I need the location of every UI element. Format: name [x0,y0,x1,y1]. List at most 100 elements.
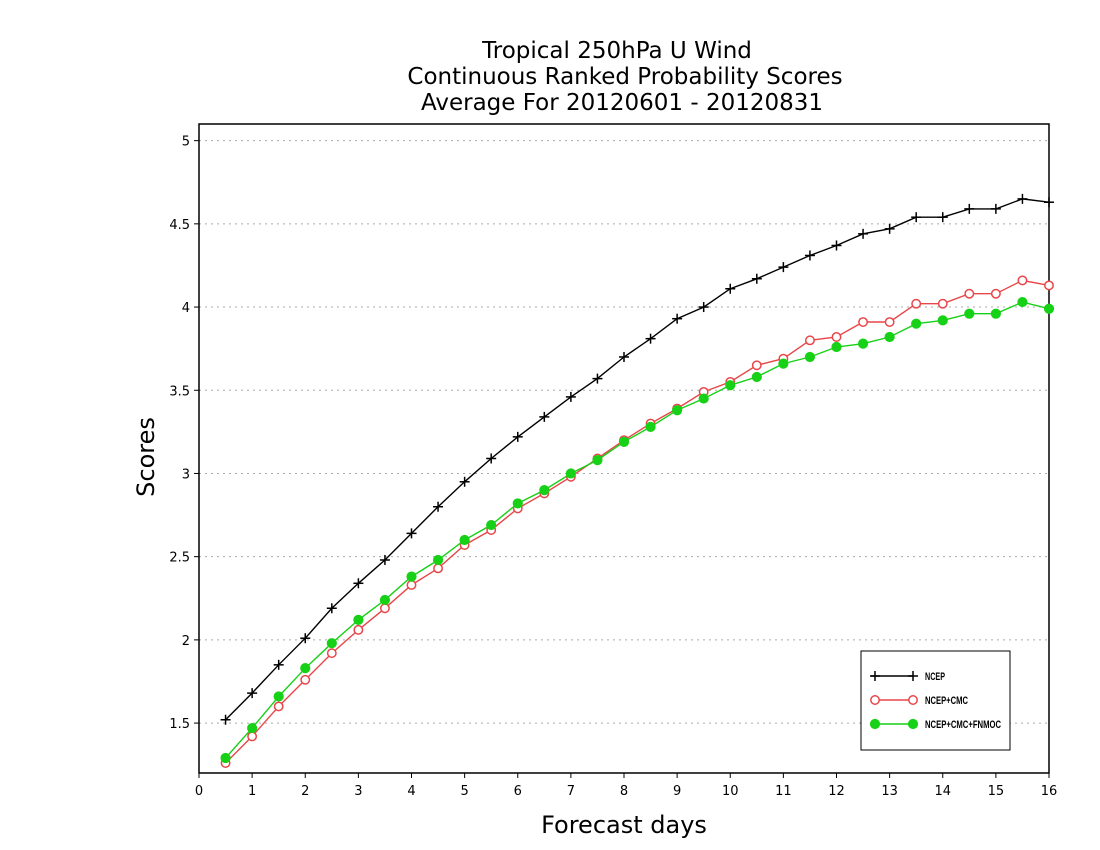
data-point-ncep [1044,197,1054,208]
chart-title-line-3: Average For 20120601 - 20120831 [421,90,823,116]
data-point-ncep [273,659,284,670]
data-point-ncep-cmc-fnmoc [645,421,656,432]
x-tick-label: 11 [775,784,792,799]
data-point-ncep [751,273,762,284]
data-point-ncep [698,302,709,313]
data-point-ncep-cmc-fnmoc [247,722,258,734]
data-point-ncep-cmc-fnmoc [300,663,311,674]
x-tick-label: 9 [673,784,681,799]
y-tick-label: 5 [182,135,190,150]
y-tick-label: 4 [182,301,190,316]
data-point-ncep-cmc [247,731,258,742]
data-point-ncep [911,212,922,223]
legend-marker [870,695,880,705]
data-point-ncep [858,228,869,239]
data-point-ncep-cmc-fnmoc [220,752,231,764]
data-point-ncep-cmc [1017,275,1028,286]
x-tick-label: 7 [567,784,575,799]
x-tick-label: 14 [934,784,951,799]
data-point-ncep [990,203,1001,214]
data-point-ncep [565,391,576,402]
data-point-ncep-cmc [326,648,337,659]
x-tick-label: 10 [722,784,739,799]
x-tick-label: 3 [354,784,362,799]
series-ncep-cmc-fnmoc [220,296,1055,764]
data-point-ncep-cmc-fnmoc [778,358,789,369]
x-tick-label: 0 [195,784,203,799]
data-point-ncep-cmc-fnmoc [273,691,284,702]
data-point-ncep-cmc [884,317,895,327]
data-point-ncep [486,453,497,464]
data-point-ncep-cmc-fnmoc [592,455,603,466]
data-point-ncep [778,262,789,273]
x-tick-label: 16 [1041,784,1058,799]
x-tick-label: 13 [881,784,898,799]
legend-marker [908,695,918,705]
legend-items: NCEP NCEP+CMC NCEP+CMC+FNMOC [869,671,1001,731]
data-point-ncep-cmc-fnmoc [432,554,444,566]
data-point-ncep [964,203,975,214]
data-point-ncep-cmc-fnmoc [884,331,895,343]
data-point-ncep-cmc [273,701,284,712]
data-point-ncep-cmc [300,674,311,685]
data-point-ncep-cmc [433,563,444,574]
y-tick-label: 2 [182,634,190,649]
data-point-ncep [937,212,948,223]
data-point-ncep-cmc-fnmoc [486,519,497,531]
data-point-ncep-cmc [990,288,1001,299]
data-point-ncep [725,283,736,294]
y-tick-label: 1.5 [169,717,190,732]
data-point-ncep-cmc [831,332,842,342]
data-point-ncep [1017,193,1028,204]
data-point-ncep-cmc-fnmoc [831,341,842,353]
legend-label: NCEP+CMC+FNMOC [925,719,1001,731]
series-layer [220,193,1055,768]
data-point-ncep-cmc-fnmoc [1017,296,1028,308]
data-point-ncep-cmc [911,298,922,309]
legend-marker [907,718,919,730]
x-tick-label: 1 [248,784,256,799]
x-tick-label: 6 [514,784,522,799]
data-point-ncep-cmc-fnmoc [618,436,630,447]
y-axis-title: Scores [132,417,160,497]
y-tick-label: 3 [182,467,190,482]
data-point-ncep [804,250,815,261]
data-point-ncep-cmc [964,288,975,299]
x-tick-label: 15 [988,784,1005,799]
data-point-ncep [220,714,231,725]
data-point-ncep [672,313,683,324]
data-point-ncep-cmc-fnmoc [539,485,550,496]
data-point-ncep-cmc-fnmoc [751,371,762,383]
legend: NCEP NCEP+CMC NCEP+CMC+FNMOC [860,650,1011,751]
data-point-ncep [300,633,311,644]
data-point-ncep-cmc-fnmoc [672,405,683,416]
series-ncep [220,193,1054,725]
data-point-ncep-cmc-fnmoc [804,351,816,363]
y-tick-label: 2.5 [169,551,190,566]
legend-label: NCEP [925,671,945,683]
data-point-ncep-cmc-fnmoc [353,614,364,626]
legend-marker [870,671,880,681]
data-point-ncep-cmc [751,360,762,371]
data-point-ncep [433,501,444,512]
data-point-ncep [645,333,656,344]
data-point-ncep-cmc [379,603,390,614]
x-tick-label: 2 [301,784,309,799]
data-point-ncep [512,431,523,442]
data-point-ncep-cmc [353,624,364,635]
x-tick-label: 8 [620,784,628,799]
data-point-ncep [326,603,337,614]
data-point-ncep [592,373,603,384]
data-point-ncep-cmc-fnmoc [990,308,1001,319]
data-point-ncep-cmc [406,580,417,590]
data-point-ncep-cmc-fnmoc [326,638,337,649]
data-point-ncep-cmc-fnmoc [857,338,869,349]
data-point-ncep [406,528,417,539]
data-point-ncep-cmc-fnmoc [379,594,391,606]
legend-item-ncep: NCEP [870,671,945,683]
y-tick-label: 3.5 [169,384,190,399]
x-tick-label: 4 [407,784,415,799]
axes: 1.522.533.544.550 1 2 3 4 5 6 7 8 9 10 11 12 13 14 15 16 [169,123,1058,799]
data-point-ncep-cmc [937,298,948,309]
data-point-ncep-cmc-fnmoc [911,318,922,329]
